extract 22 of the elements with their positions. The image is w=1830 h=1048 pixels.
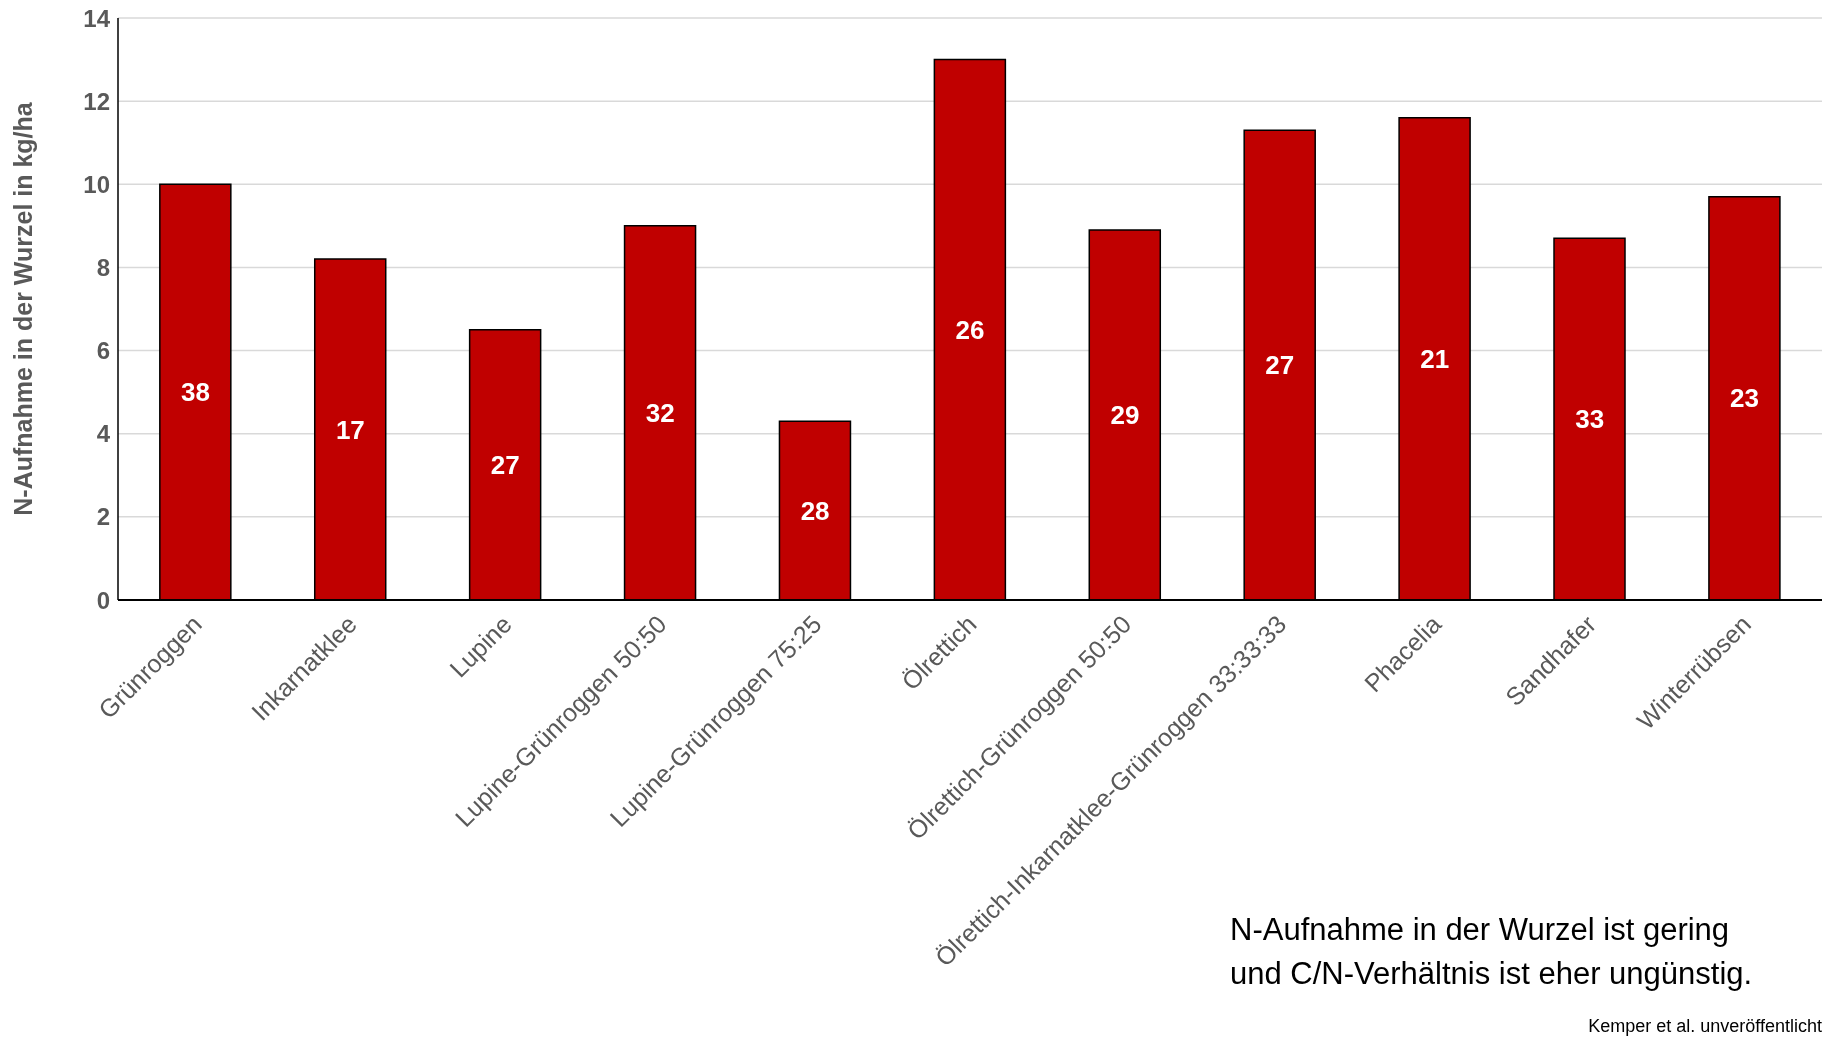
y-tick-label: 4 xyxy=(96,420,111,448)
y-axis-title: N-Aufnahme in der Wurzel in kg/ha xyxy=(8,101,37,516)
annotation: 21 xyxy=(1420,343,1450,374)
annotation: 29 xyxy=(1110,400,1140,431)
annotation: 27 xyxy=(1265,350,1295,381)
y-tick-label: 12 xyxy=(83,87,110,115)
y-tick-label: 14 xyxy=(83,4,111,32)
annotation: 38 xyxy=(180,377,210,408)
annotation: 27 xyxy=(490,449,520,480)
text: N-Aufnahme in der Wurzel ist gering und C/N-Verhältnis ist eher ungünstig. xyxy=(1230,911,1754,993)
y-tick-label: 0 xyxy=(96,586,110,614)
annotation: 26 xyxy=(955,314,985,345)
y-tick-label: 2 xyxy=(96,503,110,531)
annotation: 33 xyxy=(1575,404,1605,435)
annotation: 28 xyxy=(800,495,830,526)
annotation: 17 xyxy=(335,414,365,445)
y-tick-label: 8 xyxy=(96,253,110,281)
annotation: 23 xyxy=(1730,383,1760,414)
y-tick-label: 10 xyxy=(83,170,110,198)
text: Kemper et al. unveröffentlicht xyxy=(1588,1016,1822,1037)
y-tick-label: 6 xyxy=(96,337,110,365)
annotation: 32 xyxy=(645,397,675,428)
